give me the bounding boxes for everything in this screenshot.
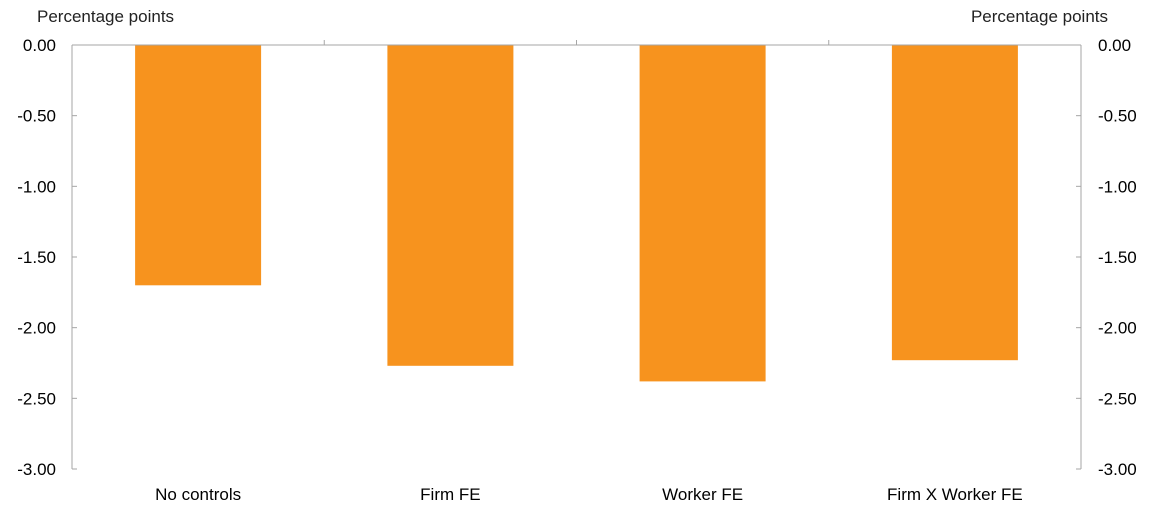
right-tick-label: 0.00: [1098, 36, 1131, 55]
right-tick-label: -0.50: [1098, 107, 1137, 126]
category-label: Firm FE: [420, 485, 480, 504]
bar-3: [639, 45, 766, 382]
left-tick-label: -1.50: [17, 248, 56, 267]
right-tick-label: -1.00: [1098, 177, 1137, 196]
left-tick-label: -2.00: [17, 319, 56, 338]
bar-4: [891, 45, 1018, 361]
right-tick-label: -2.50: [1098, 389, 1137, 408]
left-tick-label: -3.00: [17, 460, 56, 479]
right-tick-labels: 0.00 -0.50 -1.00 -1.50 -2.00 -2.50 -3.00: [1098, 36, 1137, 479]
right-tick-label: -3.00: [1098, 460, 1137, 479]
category-label: Worker FE: [662, 485, 743, 504]
category-label: No controls: [155, 485, 241, 504]
right-tick-label: -1.50: [1098, 248, 1137, 267]
left-tick-label: 0.00: [23, 36, 56, 55]
right-unit-label: Percentage points: [971, 7, 1108, 26]
left-tick-label: -2.50: [17, 389, 56, 408]
category-labels: No controls Firm FE Worker FE Firm X Worker…: [155, 485, 1023, 504]
bar-1: [135, 45, 262, 286]
bars-group: [135, 45, 1018, 382]
category-label: Firm X Worker FE: [887, 485, 1023, 504]
axes-group: [71, 40, 1082, 470]
right-tick-label: -2.00: [1098, 319, 1137, 338]
bar-2: [387, 45, 514, 366]
left-tick-label: -0.50: [17, 107, 56, 126]
left-tick-label: -1.00: [17, 177, 56, 196]
left-tick-labels: 0.00 -0.50 -1.00 -1.50 -2.00 -2.50 -3.00: [17, 36, 56, 479]
left-unit-label: Percentage points: [37, 7, 174, 26]
